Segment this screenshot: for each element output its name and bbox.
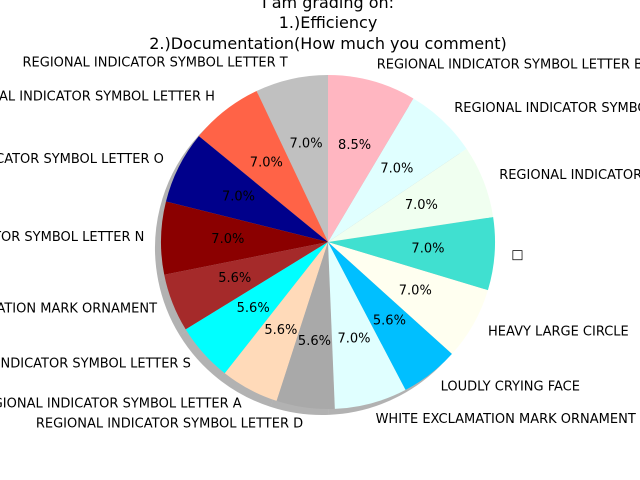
chart-title-line-1: I am grading on:	[262, 0, 394, 12]
pie-slice-label-regional-indicator-symbol-letter-h: REGIONAL INDICATOR SYMBOL LETTER H	[0, 90, 215, 105]
pie-pct-label-regional-indicator-symbol-letter-e: 7.0%	[405, 198, 438, 213]
pie-slice-label-regional-indicator-symbol-letter-o: REGIONAL INDICATOR SYMBOL LETTER O	[0, 152, 164, 167]
pie-slice-regional-indicator-symbol-letter-a	[224, 242, 328, 401]
pie-slice-label-regional-indicator-symbol-letter-a: REGIONAL INDICATOR SYMBOL LETTER A	[0, 397, 242, 412]
pie-pct-label-regional-indicator-symbol-letter-a: 5.6%	[264, 323, 297, 338]
pie-slice-label-regional-indicator-symbol-letter-d: REGIONAL INDICATOR SYMBOL LETTER D	[36, 417, 303, 432]
pie-slice-white-exclamation-mark-ornament	[328, 242, 406, 409]
pie-slice-label-heavy-large-circle: HEAVY LARGE CIRCLE	[488, 325, 629, 340]
pie-slice-regional-indicator-symbol-letter-b	[328, 75, 414, 242]
pie-slice-regional-indicator-symbol-letter-d	[276, 242, 335, 409]
pie-pct-label-regional-indicator-symbol-letter-h: 7.0%	[250, 156, 283, 171]
pie-slice-label-loudly-crying-face: LOUDLY CRYING FACE	[441, 380, 580, 395]
chart-title: I am grading on: 1.)Efficiency 2.)Docume…	[149, 0, 507, 53]
pie-pct-label-regional-indicator-symbol-letter-r: 7.0%	[380, 162, 413, 177]
pie-slice-label-regional-indicator-symbol-letter-t: REGIONAL INDICATOR SYMBOL LETTER T	[23, 55, 288, 70]
pie-slice-regional-indicator-symbol-letter-o	[165, 136, 328, 242]
pie-slice-regional-indicator-symbol-letter-h	[198, 91, 328, 242]
pie-pct-label-regional-indicator-symbol-letter-t: 7.0%	[290, 137, 323, 152]
pie-pct-label-loudly-crying-face: 5.6%	[373, 314, 406, 329]
pie-slice-loudly-crying-face	[328, 242, 452, 390]
pie-pct-label-regional-indicator-symbol-letter-s: 5.6%	[237, 301, 270, 316]
pie-slices	[161, 75, 495, 409]
pie-slice-label-regional-indicator-symbol-letter-b: REGIONAL INDICATOR SYMBOL LETTER B	[377, 57, 640, 72]
chart-title-line-2: 1.)Efficiency	[279, 13, 378, 32]
pie-pct-label-heavy-exclamation-mark-ornament: 5.6%	[218, 271, 251, 286]
pie-slice-label-regional-indicator-symbol-letter-n: REGIONAL INDICATOR SYMBOL LETTER N	[0, 230, 144, 245]
pie-pct-label-white-exclamation-mark-ornament: 7.0%	[337, 331, 370, 346]
pie-pct-label-regional-indicator-symbol-letter-d: 5.6%	[298, 334, 331, 349]
pie-slice-label-heavy-exclamation-mark-ornament: HEAVY EXCLAMATION MARK ORNAMENT	[0, 302, 157, 317]
pie-slice-regional-indicator-symbol-letter-e	[328, 148, 494, 242]
pie-pct-label-heavy-large-circle: 7.0%	[399, 284, 432, 299]
pie-slice-heavy-exclamation-mark-ornament	[164, 242, 328, 330]
pie-slice-item-11	[328, 217, 495, 291]
pie-slice-label-regional-indicator-symbol-letter-e: REGIONAL INDICATOR SYMBOL LETTER E	[499, 168, 640, 183]
pie-slice-regional-indicator-symbol-letter-t	[256, 75, 328, 242]
chart-title-line-3: 2.)Documentation(How much you comment)	[149, 34, 507, 53]
pie-slice-regional-indicator-symbol-letter-n	[161, 201, 328, 275]
pie-slice-label-regional-indicator-symbol-letter-s: REGIONAL INDICATOR SYMBOL LETTER S	[0, 357, 191, 372]
pie-slice-label-white-exclamation-mark-ornament: WHITE EXCLAMATION MARK ORNAMENT	[376, 412, 636, 427]
pie-slice-heavy-large-circle	[328, 242, 488, 354]
pie-pct-label-regional-indicator-symbol-letter-n: 7.0%	[211, 232, 244, 247]
pie-pct-label-regional-indicator-symbol-letter-o: 7.0%	[222, 190, 255, 205]
pie-labels: 7.0% REGIONAL INDICATOR SYMBOL LETTER T 7.…	[0, 55, 640, 431]
pie-slice-label-regional-indicator-symbol-letter-r: REGIONAL INDICATOR SYMBOL LETTER R	[454, 101, 640, 116]
pie-pct-label-regional-indicator-symbol-letter-b: 8.5%	[338, 138, 371, 153]
pie-slice-regional-indicator-symbol-letter-s	[185, 242, 328, 374]
pie-pct-label-item-11: 7.0%	[411, 242, 444, 257]
pie-slice-regional-indicator-symbol-letter-r	[328, 98, 467, 243]
pie-slice-label-item-11: □	[511, 248, 523, 263]
